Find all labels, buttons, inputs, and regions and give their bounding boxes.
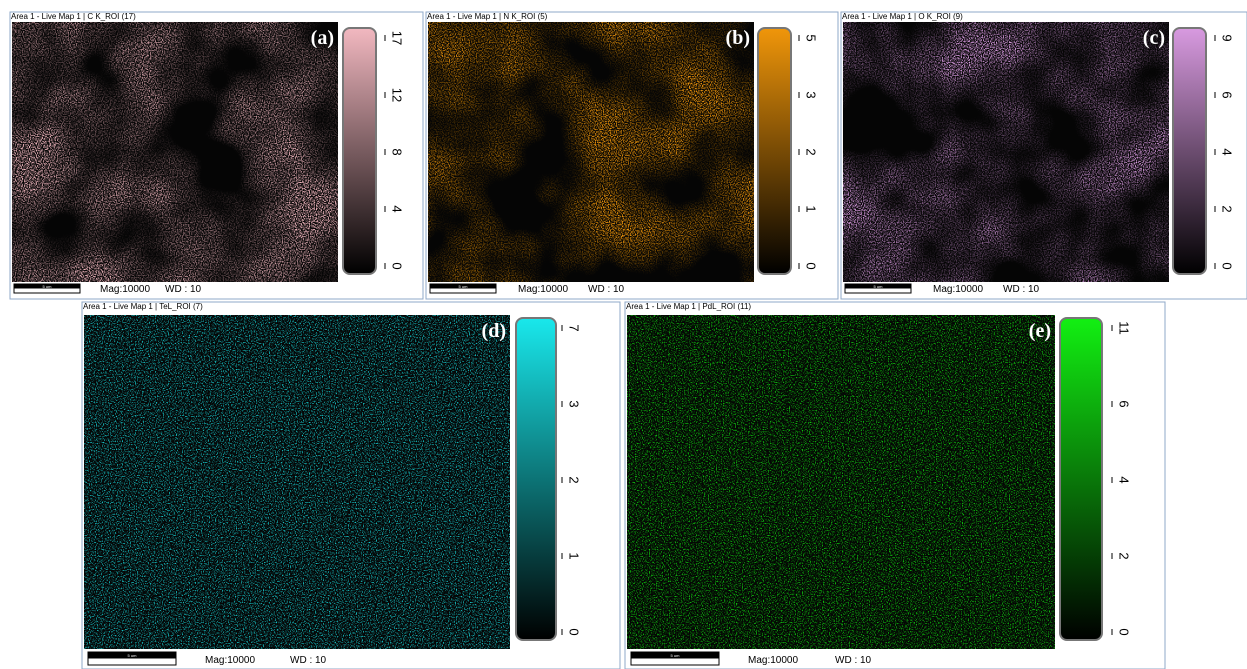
colorbar-tick-label: 0 [804,262,819,269]
colorbar [1060,318,1102,640]
working-distance: WD : 10 [835,655,872,666]
elemental-map [84,315,510,649]
scale-bar-label: 5 um [459,284,469,289]
colorbar [1173,28,1206,274]
colorbar-tick-label: 2 [567,476,582,483]
panel-title: Area 1 - Live Map 1 | N K_ROI (5) [427,12,548,21]
colorbar-tick-label: 0 [1220,262,1235,269]
panel: Area 1 - Live Map 1 | O K_ROI (9) (c) 9 6 4 2… [841,12,1247,299]
colorbar-tick-label: 8 [390,148,405,155]
colorbar-tick-label: 0 [567,628,582,635]
elemental-map [627,315,1055,649]
colorbar-tick-label: 6 [1117,400,1132,407]
panel-title: Area 1 - Live Map 1 | C K_ROI (17) [11,12,136,21]
scale-bar-label: 5 um [43,284,53,289]
elemental-map [428,22,754,282]
elemental-map [12,22,338,282]
colorbar-tick-label: 17 [390,31,405,45]
magnification: Mag:10000 [933,284,983,295]
panel: Area 1 - Live Map 1 | N K_ROI (5) (b) 5 3 2 1… [426,12,838,299]
panel-title: Area 1 - Live Map 1 | O K_ROI (9) [842,12,963,21]
elemental-map [843,22,1169,282]
scale-bar-label: 5 um [671,653,681,658]
colorbar-tick-label: 0 [1117,628,1132,635]
colorbar-tick-label: 2 [1117,552,1132,559]
colorbar-tick-label: 4 [1117,476,1132,483]
colorbar-tick-label: 6 [1220,91,1235,98]
colorbar-tick-label: 1 [567,552,582,559]
colorbar [343,28,376,274]
colorbar-tick-label: 3 [567,400,582,407]
colorbar-tick-label: 5 [804,34,819,41]
colorbar [758,28,791,274]
colorbar-tick-label: 0 [390,262,405,269]
panel-label: (c) [1143,27,1165,49]
panel: Area 1 - Live Map 1 | TeL_ROI (7) (d) 7 3 2 1… [82,302,620,669]
panel-label: (a) [311,27,334,49]
panel: Area 1 - Live Map 1 | C K_ROI (17) (a) 17 1… [10,12,423,299]
panel-title: Area 1 - Live Map 1 | PdL_ROI (11) [626,302,751,311]
scale-bar-label: 5 um [128,653,138,658]
colorbar-tick-label: 4 [1220,148,1235,155]
colorbar-tick-label: 2 [1220,205,1235,212]
panel-label: (e) [1029,320,1051,342]
working-distance: WD : 10 [290,655,327,666]
colorbar [516,318,556,640]
magnification: Mag:10000 [748,655,798,666]
magnification: Mag:10000 [518,284,568,295]
magnification: Mag:10000 [100,284,150,295]
scale-bar-label: 5 um [874,284,884,289]
panel-title: Area 1 - Live Map 1 | TeL_ROI (7) [83,302,203,311]
colorbar-tick-label: 9 [1220,34,1235,41]
colorbar-tick-label: 2 [804,148,819,155]
colorbar-tick-label: 12 [390,88,405,102]
colorbar-tick-label: 11 [1117,321,1132,335]
working-distance: WD : 10 [1003,284,1040,295]
working-distance: WD : 10 [588,284,625,295]
panel-label: (b) [726,27,750,49]
colorbar-tick-label: 4 [390,205,405,212]
panel-label: (d) [482,320,506,342]
colorbar-tick-label: 1 [804,205,819,212]
working-distance: WD : 10 [165,284,202,295]
panel: Area 1 - Live Map 1 | PdL_ROI (11) (e) 11 6… [625,302,1165,669]
figure: Area 1 - Live Map 1 | C K_ROI (17)(a)171… [0,0,1247,669]
colorbar-tick-label: 7 [567,324,582,331]
colorbar-tick-label: 3 [804,91,819,98]
magnification: Mag:10000 [205,655,255,666]
